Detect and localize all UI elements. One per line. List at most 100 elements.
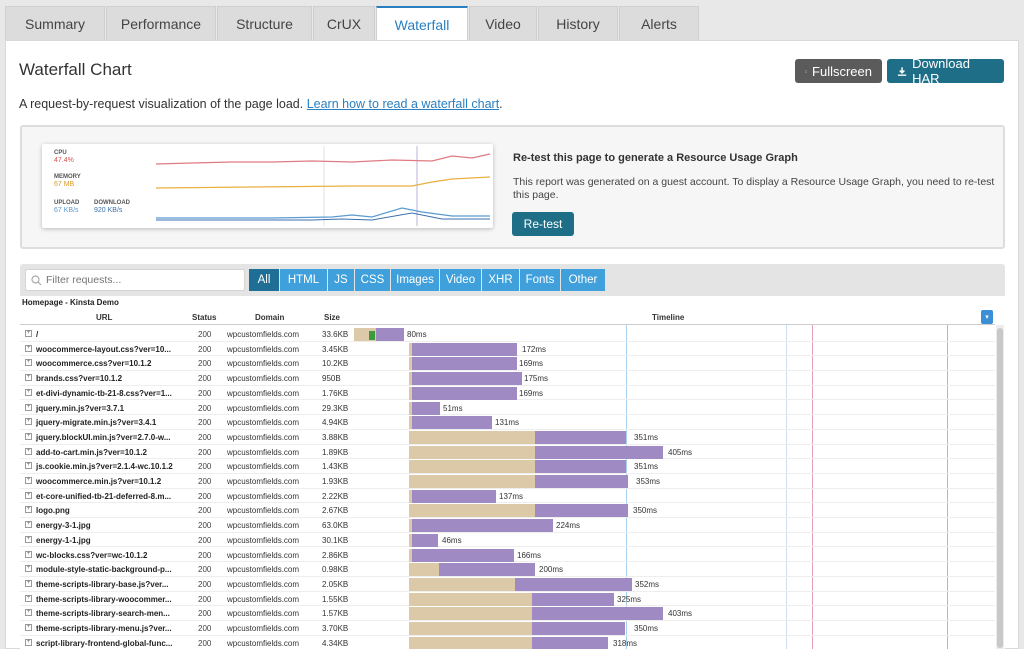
row-domain: wpcustomfields.com — [227, 403, 300, 413]
row-status: 200 — [198, 374, 212, 384]
table-row[interactable]: + theme-scripts-library-base.js?ver... 200… — [20, 577, 995, 592]
filter-chip-xhr[interactable]: XHR — [482, 269, 519, 291]
bar-download — [532, 592, 614, 606]
expand-icon[interactable]: + — [25, 344, 32, 352]
col-status[interactable]: Status — [192, 313, 217, 322]
tab-structure[interactable]: Structure — [217, 6, 312, 40]
table-row[interactable]: + woocommerce.min.js?ver=10.1.2 200 wpcusto… — [20, 474, 995, 489]
table-row[interactable]: + et-divi-dynamic-tb-21-8.css?ver=1... 200… — [20, 386, 995, 401]
row-url: theme-scripts-library-menu.js?ver... — [36, 624, 172, 633]
row-domain: wpcustomfields.com — [227, 609, 300, 619]
cpu-value: 47.4% — [54, 157, 74, 164]
expand-icon[interactable]: + — [25, 550, 32, 558]
expand-icon[interactable]: + — [25, 609, 32, 617]
expand-icon[interactable]: + — [25, 447, 32, 455]
col-size[interactable]: Size — [324, 313, 341, 322]
expand-icon[interactable]: + — [25, 624, 32, 631]
expand-icon[interactable]: + — [25, 579, 32, 587]
table-row[interactable]: + et-core-unified-tb-21-deferred-8.m... 20… — [20, 489, 995, 504]
filter-chip-video[interactable]: Video — [440, 269, 481, 291]
tab-video[interactable]: Video — [469, 6, 537, 40]
expand-icon[interactable]: + — [25, 506, 32, 514]
retest-button[interactable]: Re-test — [512, 212, 574, 236]
expand-icon[interactable]: + — [25, 477, 32, 484]
resource-graph-text: This report was generated on a guest acc… — [513, 176, 995, 201]
row-url: script-library-frontend-global-func... — [36, 638, 173, 648]
col-url[interactable]: URL — [96, 313, 113, 322]
row-size: 3.70KB — [322, 624, 349, 633]
table-row[interactable]: + jquery.min.js?ver=3.7.1 200 wpcustomfield… — [20, 401, 995, 416]
table-row[interactable]: + add-to-cart.min.js?ver=10.1.2 200 wpcusto… — [20, 445, 995, 460]
filter-chips: All HTML JS CSS Images Video XHR Fonts Other — [249, 269, 606, 291]
table-row[interactable]: + woocommerce.css?ver=10.1.2 200 wpcustomfi… — [20, 356, 995, 372]
expand-icon[interactable]: + — [25, 418, 32, 426]
bar-download — [439, 563, 535, 577]
table-row[interactable]: + / 200 wpcustomfields.com 33.6KB 80ms — [20, 327, 995, 342]
col-domain[interactable]: Domain — [255, 313, 285, 322]
table-row[interactable]: + jquery.blockUI.min.js?ver=2.7.0-w... 200… — [20, 430, 995, 445]
row-duration: 353ms — [636, 477, 661, 486]
row-status: 200 — [198, 447, 212, 457]
filter-chip-all[interactable]: All — [249, 269, 279, 291]
expand-icon[interactable]: + — [25, 535, 32, 543]
expand-icon[interactable]: + — [25, 491, 32, 499]
bar-download — [412, 357, 517, 371]
expand-icon[interactable]: + — [25, 565, 32, 573]
download-har-button[interactable]: Download HAR — [887, 56, 1004, 86]
table-row[interactable]: + brands.css?ver=10.1.2 200 wpcustomfields.… — [20, 371, 995, 386]
expand-icon[interactable]: + — [25, 359, 32, 367]
table-row[interactable]: + theme-scripts-library-woocommer... 200 wp… — [20, 592, 995, 607]
filter-input[interactable] — [46, 274, 236, 286]
table-row[interactable]: + woocommerce-layout.css?ver=10... 200 wpcu… — [20, 342, 995, 357]
learn-waterfall-link[interactable]: Learn how to read a waterfall chart — [306, 97, 500, 111]
bar-wait — [409, 607, 532, 621]
expand-icon[interactable]: + — [25, 374, 32, 382]
row-url: jquery-migrate.min.js?ver=3.4.1 — [36, 418, 157, 428]
timeline-options-button[interactable]: ▾ — [981, 310, 993, 324]
scrollbar-thumb[interactable] — [997, 328, 1003, 648]
row-size: 10.2KB — [322, 359, 349, 369]
expand-icon[interactable]: + — [25, 521, 32, 529]
filter-chip-images[interactable]: Images — [391, 269, 439, 291]
tab-waterfall[interactable]: Waterfall — [376, 6, 468, 41]
row-size: 1.93KB — [322, 477, 349, 486]
tab-alerts[interactable]: Alerts — [619, 6, 699, 40]
filter-chip-html[interactable]: HTML — [280, 269, 327, 291]
row-status: 200 — [198, 330, 212, 339]
row-status: 200 — [198, 462, 212, 472]
expand-icon[interactable]: + — [25, 594, 32, 602]
tab-summary[interactable]: Summary — [5, 6, 105, 40]
table-row[interactable]: + jquery-migrate.min.js?ver=3.4.1 200 wpcus… — [20, 415, 995, 430]
table-row[interactable]: + logo.png 200 wpcustomfields.com 2.67KB 350m… — [20, 503, 995, 519]
tab-performance[interactable]: Performance — [106, 6, 216, 40]
filter-chip-other[interactable]: Other — [561, 269, 605, 291]
table-row[interactable]: + theme-scripts-library-menu.js?ver... 200… — [20, 621, 995, 636]
table-row[interactable]: + script-library-frontend-global-func... 2… — [20, 636, 995, 649]
filter-search[interactable] — [25, 269, 245, 291]
filter-chip-fonts[interactable]: Fonts — [520, 269, 560, 291]
table-row[interactable]: + energy-3-1.jpg 200 wpcustomfields.com 63.0… — [20, 518, 995, 533]
expand-icon[interactable]: + — [25, 330, 32, 337]
tab-history[interactable]: History — [538, 6, 618, 40]
expand-icon[interactable]: + — [25, 462, 32, 470]
row-duration: 51ms — [443, 403, 463, 413]
row-status: 200 — [198, 344, 212, 354]
tab-crux[interactable]: CrUX — [313, 6, 375, 40]
table-row[interactable]: + js.cookie.min.js?ver=2.1.4-wc.10.1.2 200… — [20, 459, 995, 474]
row-size: 1.89KB — [322, 447, 349, 457]
table-row[interactable]: + theme-scripts-library-search-men... 200 w… — [20, 606, 995, 621]
bar-wait — [409, 401, 412, 415]
expand-icon[interactable]: + — [25, 432, 32, 440]
expand-icon[interactable]: + — [25, 638, 32, 646]
expand-icon[interactable]: + — [25, 388, 32, 396]
table-row[interactable]: + energy-1-1.jpg 200 wpcustomfields.com 30.1… — [20, 533, 995, 548]
page-title: Waterfall Chart — [19, 60, 132, 79]
fullscreen-button[interactable]: Fullscreen — [795, 59, 882, 83]
filter-chip-js[interactable]: JS — [328, 269, 354, 291]
col-timeline[interactable]: Timeline — [652, 313, 685, 322]
timeline-marker-onload — [947, 325, 948, 649]
filter-chip-css[interactable]: CSS — [355, 269, 390, 291]
expand-icon[interactable]: + — [25, 403, 32, 411]
table-row[interactable]: + wc-blocks.css?ver=wc-10.1.2 200 wpcustomf… — [20, 548, 995, 563]
table-row[interactable]: + module-style-static-background-p... 200 w… — [20, 562, 995, 577]
